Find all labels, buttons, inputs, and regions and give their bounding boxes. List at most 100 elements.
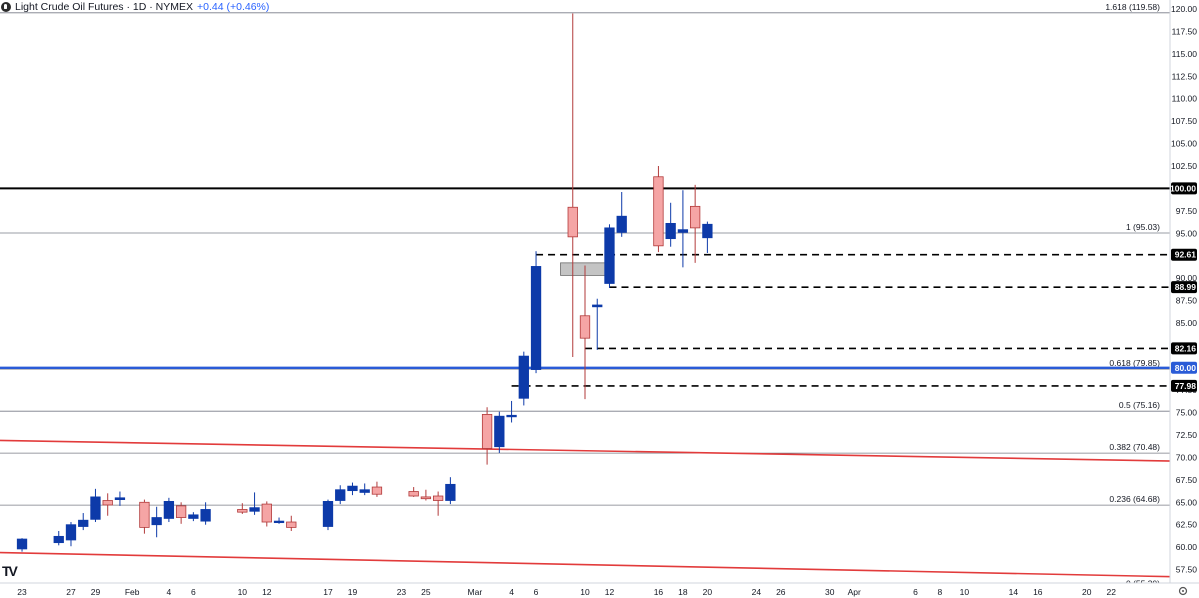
x-tick-label: 20	[1082, 587, 1092, 597]
trendline	[0, 551, 1173, 578]
chart-title: Light Crude Oil Futures · 1D · NYMEX	[15, 1, 193, 13]
y-tick-label: 70.00	[1176, 452, 1198, 462]
x-tick-label: 6	[191, 587, 196, 597]
candle-body	[530, 266, 542, 370]
y-tick-label: 110.00	[1172, 94, 1198, 104]
candle-body	[445, 483, 456, 501]
price-tag-bg	[1171, 361, 1197, 374]
y-tick-label: 87.50	[1176, 296, 1198, 306]
fib-label: 1 (95.03)	[1126, 222, 1160, 232]
candle-body	[151, 517, 162, 526]
candle-body	[249, 507, 260, 512]
y-tick-label: 112.50	[1172, 71, 1198, 81]
price-tag-label: 82.16	[1175, 343, 1197, 353]
y-tick-label: 67.50	[1176, 475, 1198, 485]
y-tick-label: 120.00	[1171, 4, 1197, 14]
candle-body	[408, 491, 419, 497]
x-tick-label: 4	[509, 587, 514, 597]
x-tick-label: 16	[654, 587, 664, 597]
candle-body	[494, 415, 505, 448]
price-tag-bg	[1171, 342, 1197, 355]
y-tick-label: 107.50	[1171, 116, 1197, 126]
candle-body	[677, 229, 689, 233]
y-tick-label: 105.00	[1171, 139, 1197, 149]
candle-body	[653, 176, 664, 247]
candle-body	[139, 501, 150, 528]
x-tick-label: Feb	[125, 587, 140, 597]
candle-body	[359, 489, 370, 493]
x-tick-label: 6	[534, 587, 539, 597]
y-tick-label: 85.00	[1176, 318, 1198, 328]
y-tick-label: 117.50	[1172, 26, 1198, 36]
candle-body	[335, 489, 346, 501]
trendline	[0, 439, 1173, 462]
candle-body	[420, 496, 432, 500]
price-tag-bg	[1171, 248, 1197, 261]
x-tick-label: 16	[1033, 587, 1043, 597]
gear-icon	[1178, 586, 1188, 596]
candle-body	[188, 514, 199, 519]
x-tick-label: 20	[703, 587, 713, 597]
y-tick-label: 65.00	[1176, 497, 1198, 507]
candle-body	[481, 414, 493, 449]
fib-label: 0.5 (75.16)	[1119, 400, 1160, 410]
price-tag-label: 88.99	[1175, 282, 1197, 292]
change-pct: (+0.46%)	[226, 1, 270, 13]
y-tick-label: 75.00	[1176, 408, 1198, 418]
fib-label: 0.236 (64.68)	[1109, 494, 1160, 504]
x-tick-label: 25	[421, 587, 431, 597]
x-tick-label: 23	[397, 587, 407, 597]
candle-body	[702, 223, 713, 239]
price-tag-bg	[1171, 281, 1197, 294]
candles-layer	[16, 13, 713, 552]
x-tick-label: 18	[678, 587, 688, 597]
y-tick-label: 102.50	[1171, 161, 1197, 171]
x-tick-label: 19	[348, 587, 358, 597]
candle-body	[114, 497, 126, 501]
x-tick-label: 22	[1107, 587, 1117, 597]
candle-body	[16, 538, 28, 550]
x-tick-label: 10	[238, 587, 248, 597]
candle-body	[592, 304, 603, 308]
x-tick-label: 4	[167, 587, 172, 597]
x-tick-label: 10	[960, 587, 970, 597]
candle-body	[579, 315, 591, 339]
price-tag-label: 92.61	[1175, 250, 1197, 260]
gear-center	[1182, 590, 1184, 592]
price-change: +0.44 (+0.46%)	[197, 1, 269, 13]
candle-body	[261, 503, 272, 523]
x-tick-label: 12	[262, 587, 272, 597]
tradingview-logo: TV	[2, 563, 18, 579]
gear-ring	[1178, 586, 1188, 596]
candle-body	[518, 355, 529, 399]
fib-label: 1.618 (119.58)	[1105, 2, 1160, 12]
candle-body	[90, 496, 101, 520]
x-tick-label: 6	[913, 587, 918, 597]
price-tag-bg	[1171, 379, 1197, 392]
x-tick-label: 10	[580, 587, 590, 597]
x-tick-label: 12	[605, 587, 615, 597]
x-tick-label: 27	[66, 587, 76, 597]
candle-body	[604, 227, 615, 284]
x-tick-label: Apr	[848, 587, 861, 597]
price-tag-bg	[1171, 182, 1197, 195]
price-tag-label: 80.00	[1175, 363, 1197, 373]
candle-body	[65, 524, 77, 541]
fib-label: 0.382 (70.48)	[1109, 442, 1160, 452]
candle-body	[689, 205, 701, 229]
candle-body	[163, 500, 175, 519]
x-tick-label: Mar	[468, 587, 483, 597]
x-tick-label: 8	[938, 587, 943, 597]
candle-body	[273, 520, 285, 524]
candle-body	[286, 521, 297, 528]
candle-body	[432, 495, 444, 501]
candle-body	[237, 509, 248, 513]
candle-body	[322, 500, 334, 527]
x-tick-label: 14	[1009, 587, 1019, 597]
candle-body	[200, 509, 211, 522]
y-tick-label: 60.00	[1176, 542, 1198, 552]
candle-body	[53, 535, 64, 544]
y-tick-label: 95.00	[1176, 228, 1198, 238]
x-tick-label: 30	[825, 587, 835, 597]
